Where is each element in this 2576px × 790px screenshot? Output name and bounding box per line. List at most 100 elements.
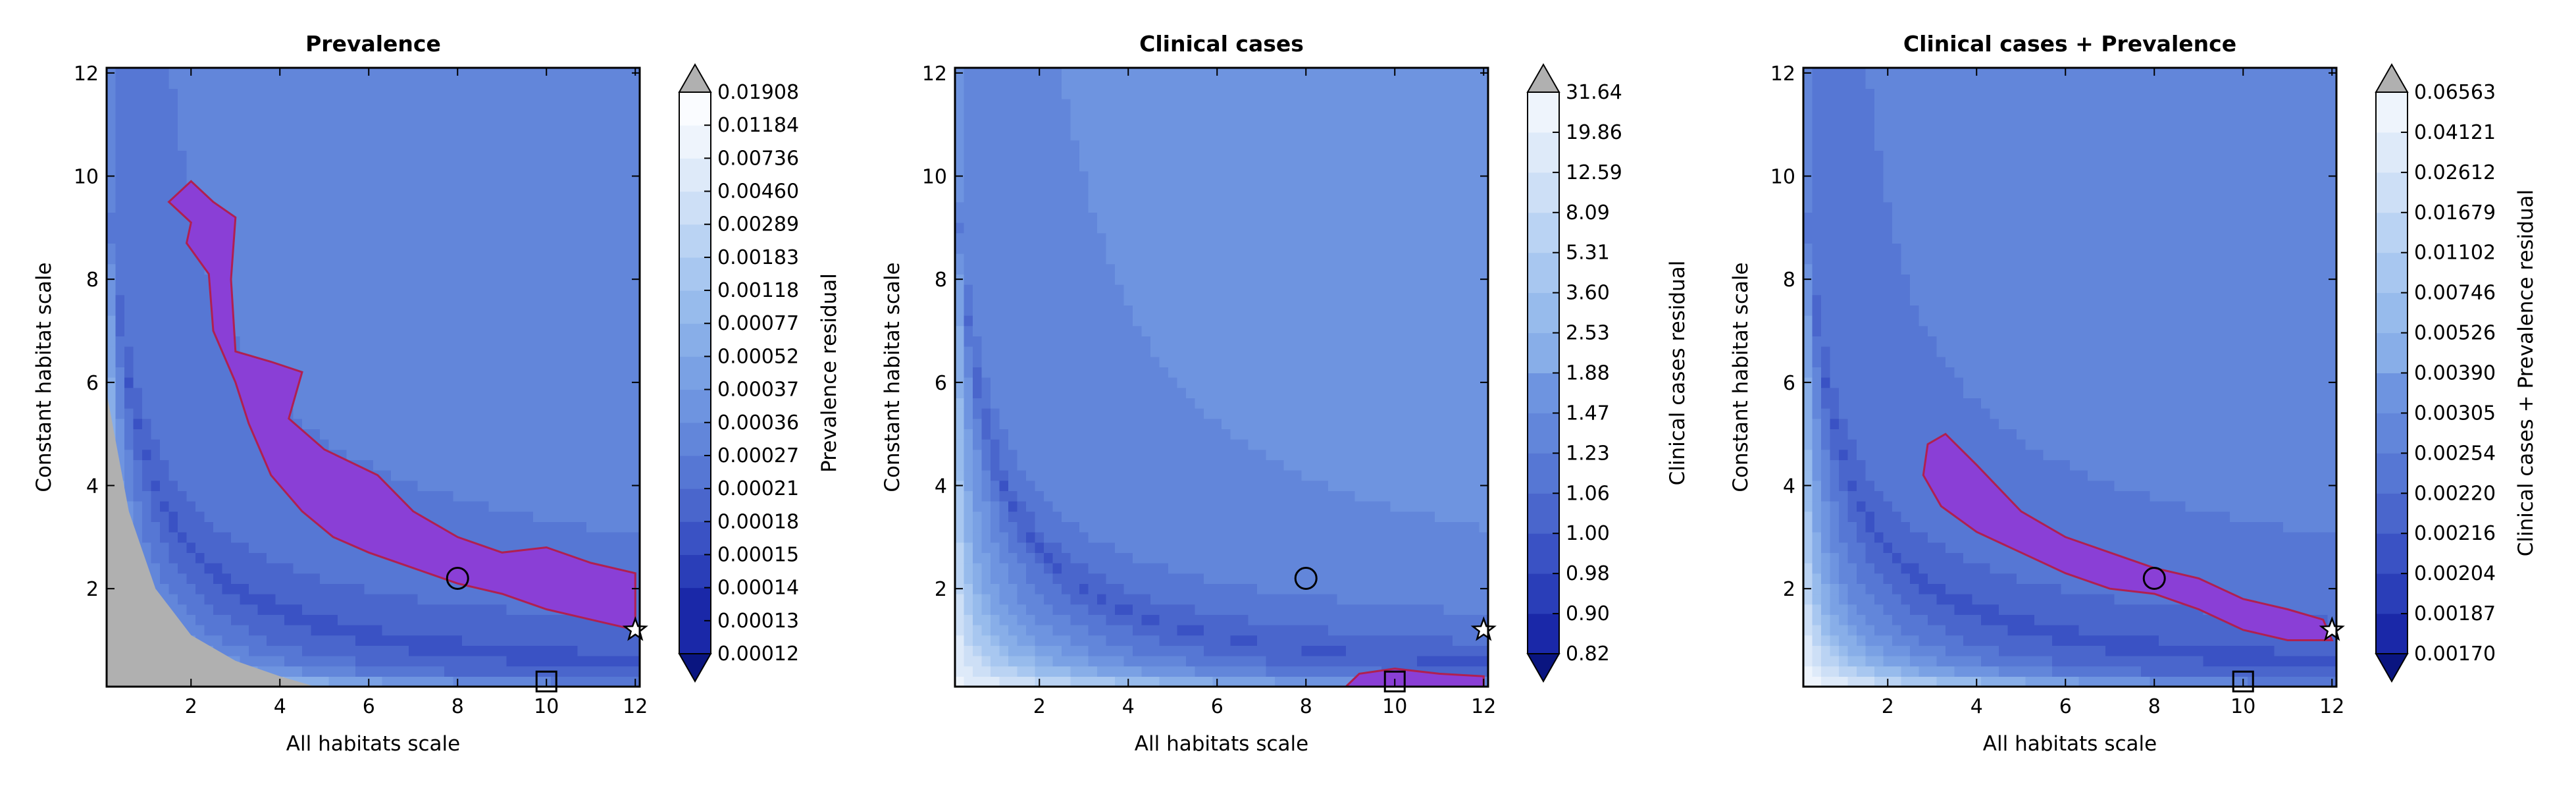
heatmap-cell (426, 460, 436, 471)
heatmap-cell (1044, 480, 1054, 491)
heatmap-cell (186, 325, 196, 336)
heatmap-cell (320, 171, 330, 182)
heatmap-cell (622, 305, 632, 316)
heatmap-cell (195, 625, 205, 636)
heatmap-cell (542, 480, 552, 491)
heatmap-cell (1097, 109, 1107, 120)
heatmap-cell (409, 305, 419, 316)
heatmap-cell (1062, 563, 1071, 574)
heatmap-cell (613, 181, 623, 192)
heatmap-cell (999, 656, 1009, 667)
heatmap-cell (955, 408, 965, 419)
heatmap-cell (1052, 501, 1062, 512)
heatmap-cell (151, 325, 161, 336)
heatmap-cell (364, 232, 374, 244)
heatmap-cell (284, 140, 294, 151)
heatmap-cell (160, 501, 170, 512)
heatmap-cell (426, 367, 436, 378)
heatmap-cell (453, 212, 463, 223)
heatmap-cell (186, 171, 196, 182)
heatmap-cell (1062, 470, 1071, 481)
heatmap-cell (346, 305, 356, 316)
heatmap-cell (622, 542, 632, 553)
heatmap-cell (973, 377, 983, 388)
heatmap-cell (409, 387, 419, 398)
colorbar-tick-label: 0.00052 (717, 345, 799, 368)
heatmap-cell (577, 109, 587, 120)
heatmap-cell (524, 274, 534, 285)
heatmap-cell (559, 656, 569, 667)
heatmap-cell (1070, 274, 1080, 285)
heatmap-cell (426, 171, 436, 182)
heatmap-cell (328, 542, 338, 553)
heatmap-cell (222, 99, 232, 110)
heatmap-cell (453, 130, 463, 141)
heatmap-cell (999, 325, 1009, 336)
heatmap-cell (249, 470, 259, 481)
heatmap-cell (186, 480, 196, 491)
heatmap-cell (267, 325, 276, 336)
heatmap-cell (991, 232, 1000, 244)
heatmap-cell (204, 625, 214, 636)
heatmap-cell (178, 511, 188, 522)
heatmap-cell (302, 315, 312, 327)
heatmap-cell (1106, 635, 1116, 646)
heatmap-cell (462, 263, 472, 275)
heatmap-cell (435, 470, 445, 481)
heatmap-cell (1079, 552, 1089, 564)
heatmap-cell (213, 625, 223, 636)
heatmap-cell (435, 594, 445, 605)
heatmap-cell (1017, 243, 1027, 254)
heatmap-cell (999, 78, 1009, 89)
heatmap-cell (1141, 521, 1151, 533)
heatmap-cell (195, 78, 205, 89)
heatmap-cell (533, 377, 543, 388)
heatmap-cell (142, 346, 152, 357)
heatmap-cell (1052, 387, 1062, 398)
heatmap-cell (1026, 243, 1036, 254)
heatmap-cell (364, 635, 374, 646)
heatmap-cell (488, 429, 498, 440)
heatmap-cell (355, 408, 365, 419)
heatmap-cell (249, 521, 259, 533)
heatmap-cell (302, 387, 312, 398)
heatmap-cell (981, 563, 991, 574)
heatmap-cell (453, 356, 463, 367)
heatmap-cell (267, 346, 276, 357)
heatmap-cell (1133, 263, 1143, 275)
heatmap-cell (1052, 119, 1062, 130)
heatmap-cell (595, 490, 605, 502)
heatmap-cell (133, 232, 143, 244)
heatmap-cell (1062, 439, 1071, 450)
heatmap-cell (1088, 666, 1098, 677)
heatmap-cell (124, 140, 134, 151)
heatmap-cell (1133, 635, 1143, 646)
heatmap-cell (506, 511, 516, 522)
heatmap-cell (533, 501, 543, 512)
heatmap-cell (1106, 583, 1116, 594)
heatmap-cell (373, 192, 383, 203)
heatmap-cell (373, 408, 383, 419)
heatmap-cell (373, 201, 383, 213)
heatmap-cell (559, 181, 569, 192)
heatmap-cell (302, 78, 312, 89)
heatmap-cell (142, 253, 152, 265)
heatmap-cell (524, 645, 534, 656)
heatmap-cell (973, 532, 983, 543)
heatmap-cell (409, 656, 419, 667)
heatmap-cell (267, 573, 276, 584)
heatmap-cell (955, 150, 965, 161)
heatmap-cell (542, 109, 552, 120)
heatmap-cell (409, 398, 419, 409)
heatmap-cell (506, 656, 516, 667)
heatmap-cell (124, 356, 134, 367)
heatmap-cell (1115, 480, 1125, 491)
heatmap-cell (284, 552, 294, 564)
heatmap-cell (328, 140, 338, 151)
heatmap-cell (955, 223, 965, 234)
heatmap-cell (311, 263, 321, 275)
heatmap-cell (999, 263, 1009, 275)
heatmap-cell (498, 294, 507, 305)
heatmap-cell (1106, 645, 1116, 656)
heatmap-cell (435, 377, 445, 388)
